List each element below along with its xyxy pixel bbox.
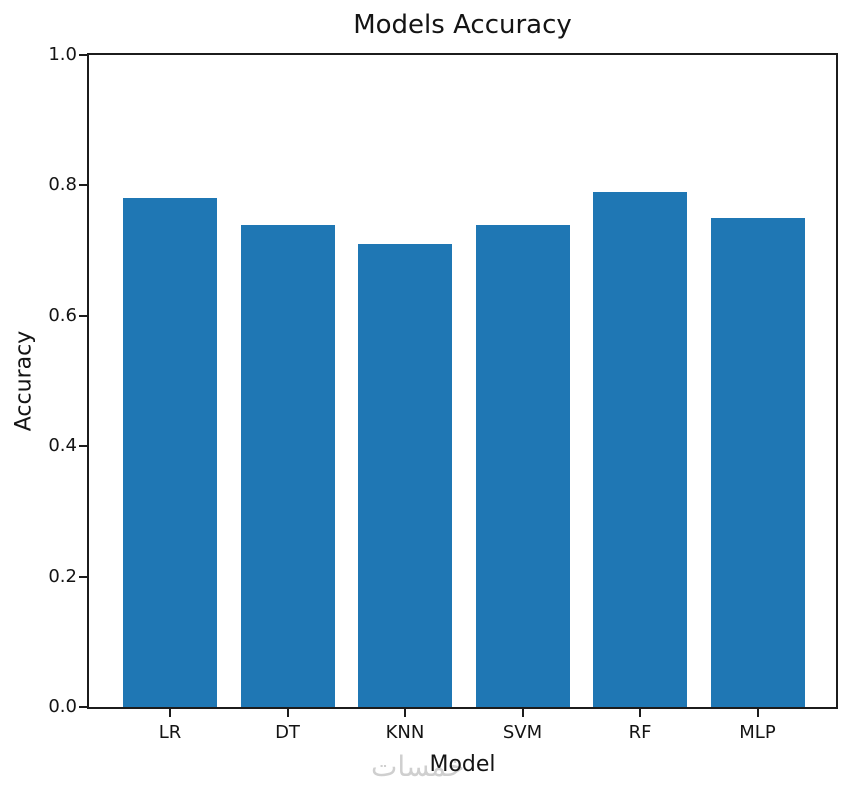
xtick-mark-lr	[169, 709, 171, 717]
xtick-mark-knn	[404, 709, 406, 717]
ytick-mark-0.2	[79, 575, 87, 578]
ytick-label-0.6: 0.6	[48, 304, 77, 326]
ytick-mark-0.4	[79, 445, 87, 448]
bar-mlp	[710, 218, 805, 707]
ytick-mark-0.6	[79, 314, 87, 317]
y-axis-label: Accuracy	[11, 330, 37, 432]
plot-area	[87, 53, 838, 709]
bar-rf	[593, 192, 687, 707]
ytick-label-0.2: 0.2	[48, 565, 77, 587]
xtick-label-svm: SVM	[502, 722, 543, 743]
ytick-label-0.8: 0.8	[48, 174, 77, 196]
xtick-label-knn: KNN	[385, 722, 425, 743]
bar-svm	[475, 225, 570, 707]
bar-knn	[358, 244, 452, 707]
x-axis-label: Model	[429, 752, 496, 777]
ytick-mark-0.8	[79, 184, 87, 187]
xtick-mark-mlp	[756, 709, 759, 717]
ytick-mark-1.0	[79, 54, 87, 56]
ytick-label-0.4: 0.4	[48, 435, 77, 457]
xtick-label-rf: RF	[628, 722, 652, 743]
ytick-label-0.0: 0.0	[48, 696, 77, 717]
xtick-label-mlp: MLP	[739, 722, 776, 743]
watermark: خمسات	[371, 750, 465, 783]
xtick-mark-dt	[286, 709, 289, 717]
bar-lr	[123, 198, 217, 707]
xtick-mark-svm	[521, 709, 524, 717]
xtick-label-lr: LR	[158, 722, 182, 743]
ytick-label-1.0: 1.0	[48, 44, 77, 65]
xtick-label-dt: DT	[275, 722, 300, 743]
xtick-mark-rf	[639, 709, 641, 717]
bar-dt	[240, 225, 335, 707]
ytick-mark-0.0	[79, 706, 87, 708]
chart-title: Models Accuracy	[353, 10, 572, 40]
